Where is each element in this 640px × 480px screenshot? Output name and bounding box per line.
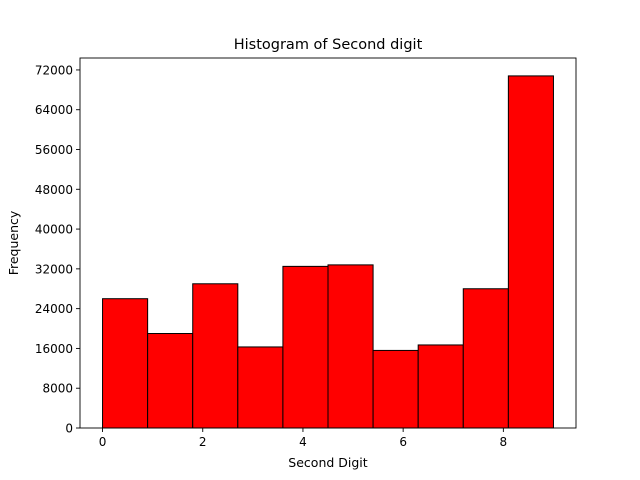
histogram-bar-2 xyxy=(192,283,239,429)
y-axis-ticks: 0 8000 16000 24000 32000 40000 48000 56000 64000… xyxy=(35,63,80,436)
y-tick-label: 0 xyxy=(65,422,73,436)
x-axis-label: Second Digit xyxy=(288,455,367,470)
histogram-bar-0 xyxy=(102,298,149,429)
x-tick-label: 2 xyxy=(199,435,207,449)
x-tick-label: 8 xyxy=(500,435,508,449)
y-tick-label: 8000 xyxy=(42,382,73,396)
y-tick-label: 64000 xyxy=(35,103,73,117)
y-tick-label: 16000 xyxy=(35,342,73,356)
histogram-bar-4 xyxy=(282,265,329,429)
bars-group xyxy=(102,75,554,429)
histogram-bar-9 xyxy=(507,75,554,429)
y-tick-label: 56000 xyxy=(35,143,73,157)
x-tick-label: 4 xyxy=(299,435,307,449)
y-tick-label: 72000 xyxy=(35,63,73,77)
histogram-bar-6 xyxy=(372,349,419,429)
y-tick-label: 24000 xyxy=(35,302,73,316)
y-tick-label: 40000 xyxy=(35,223,73,237)
y-axis-label: Frequency xyxy=(6,210,21,275)
histogram-bar-7 xyxy=(417,344,464,429)
x-axis-ticks: 0 2 4 6 8 xyxy=(99,428,507,449)
histogram-bar-8 xyxy=(462,288,509,429)
chart-title: Histogram of Second digit xyxy=(234,37,423,53)
x-tick-label: 6 xyxy=(399,435,407,449)
y-tick-label: 32000 xyxy=(35,262,73,276)
histogram-bar-1 xyxy=(147,333,194,429)
x-tick-label: 0 xyxy=(99,435,107,449)
histogram-bar-3 xyxy=(237,346,284,429)
axes-frame xyxy=(79,57,577,429)
y-tick-label: 48000 xyxy=(35,183,73,197)
histogram-bar-5 xyxy=(327,264,374,429)
